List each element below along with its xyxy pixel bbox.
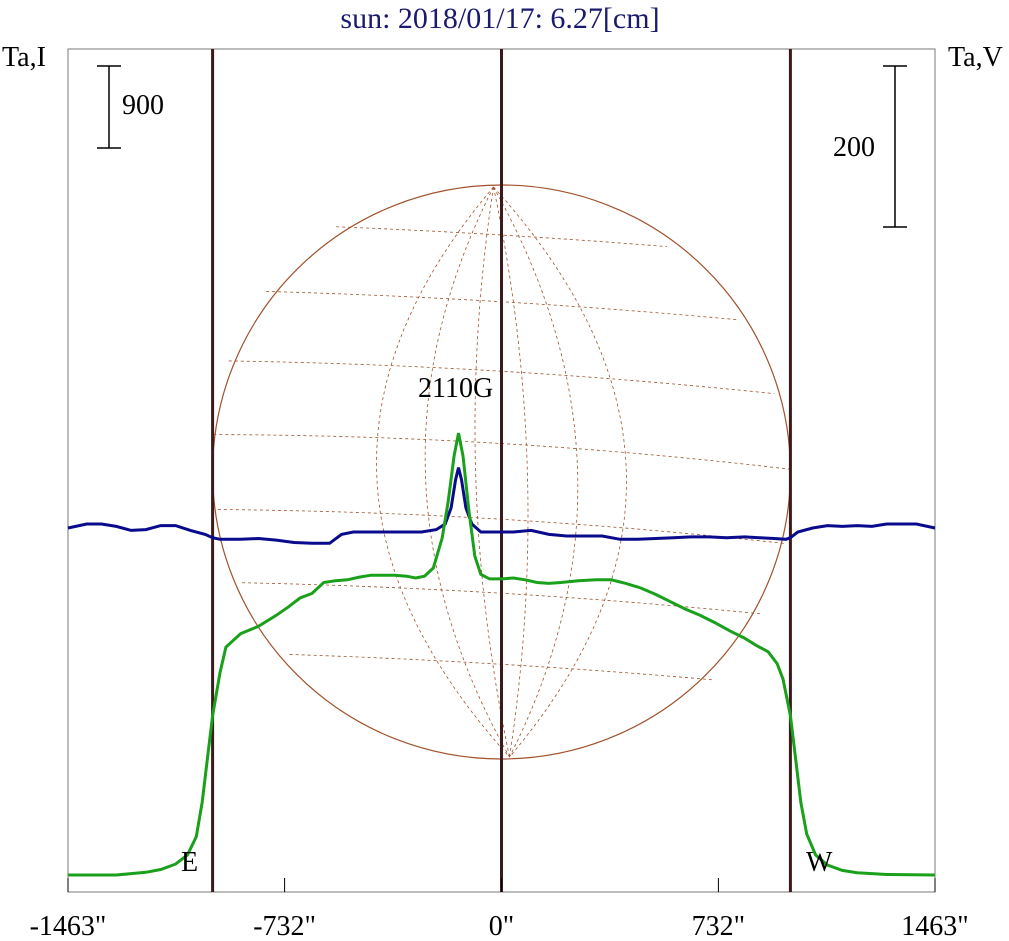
latitude-line xyxy=(336,226,667,247)
x-axis-ticks: -1463" -732" 0" 732" 1463" xyxy=(30,878,969,941)
west-limb-label: W xyxy=(806,847,833,878)
meridian-line xyxy=(493,186,529,758)
right-axis-label: Ta,V xyxy=(948,42,1003,73)
meridian-line xyxy=(493,186,627,758)
polarization-scale-bar xyxy=(883,65,907,228)
polarization-scale-label: 200 xyxy=(833,132,875,163)
series-intensity-line xyxy=(68,432,936,877)
left-axis-label: Ta,I xyxy=(2,42,46,73)
intensity-scale-bar xyxy=(97,65,121,149)
east-limb-label: E xyxy=(181,847,198,878)
meridian-line xyxy=(424,186,510,758)
x-tick-label: 0" xyxy=(489,911,514,941)
x-tick-label: -732" xyxy=(253,911,316,941)
meridian-line xyxy=(474,186,510,758)
annotation-label: 2110G xyxy=(418,373,493,404)
meridian-line xyxy=(493,186,579,758)
intensity-scale-label: 900 xyxy=(122,90,164,121)
x-tick-label: 1463" xyxy=(901,911,968,941)
x-tick-label: -1463" xyxy=(30,911,107,941)
x-tick-label: 732" xyxy=(692,911,745,941)
chart-title: sun: 2018/01/17: 6.27[cm] xyxy=(340,2,659,35)
meridian-line xyxy=(376,186,510,758)
